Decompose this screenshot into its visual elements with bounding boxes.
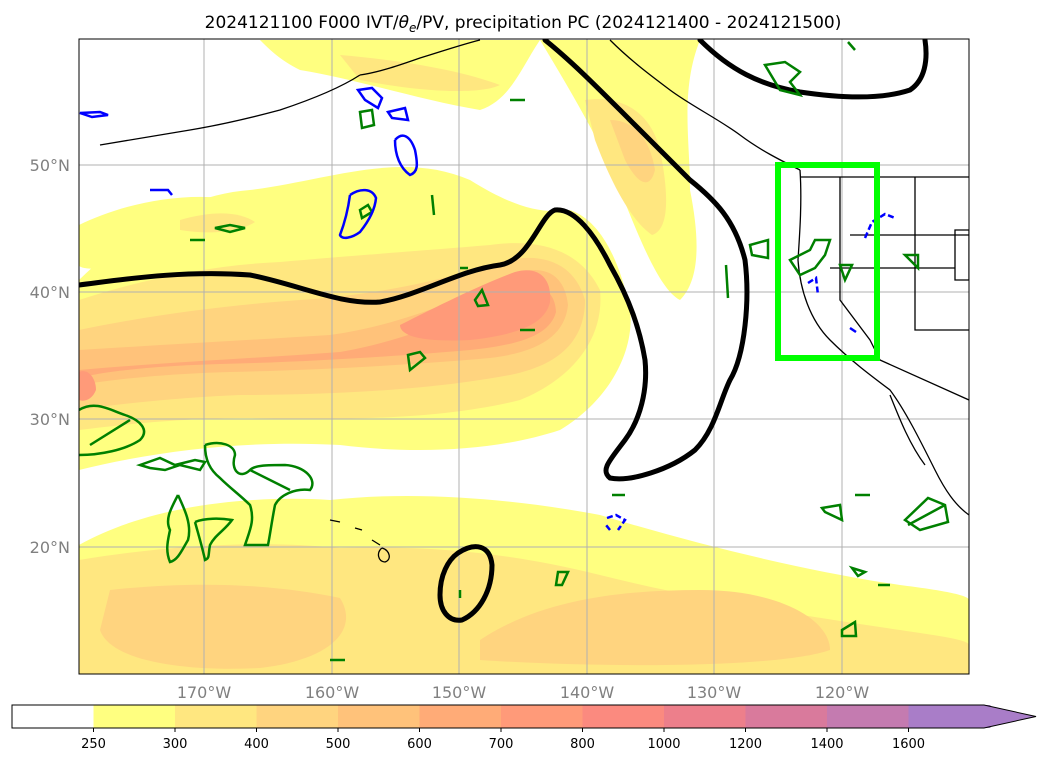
colorbar: 250 300 400 500 600 700 800 1000 1200 1400 1600 — [11, 704, 1037, 752]
colorbar-tick-label: 1000 — [647, 737, 680, 752]
colorbar-extend-arrow — [908, 705, 1036, 728]
colorbar-tick-label: 250 — [81, 737, 106, 752]
theta-e-contours — [79, 41, 950, 662]
ivt-plume-4 — [79, 269, 568, 385]
colorbar-tick-label: 1400 — [810, 737, 843, 752]
lon-labels: 170°W 160°W 150°W 140°W 130°W 120°W — [177, 683, 870, 702]
lat-label-40: 40°N — [30, 283, 70, 302]
lon-label-140w: 140°W — [560, 683, 615, 702]
lon-label-150w: 150°W — [432, 683, 487, 702]
map-panel — [79, 39, 969, 674]
colorbar-tick-label: 600 — [407, 737, 432, 752]
ivt-west-north-2 — [180, 213, 255, 233]
state-border-4 — [879, 359, 969, 401]
pv-contour-north — [697, 39, 929, 100]
baja-coast — [889, 394, 926, 466]
colorbar-segment — [338, 705, 420, 728]
map-frame — [78, 38, 970, 675]
lat-labels: 50°N 40°N 30°N 20°N — [30, 156, 70, 557]
colorbar-outline — [11, 704, 1037, 729]
colorbar-tick-label: 1600 — [892, 737, 925, 752]
pv-contour-loop — [437, 544, 495, 623]
colorbar-segment — [256, 705, 339, 728]
alaska-coast — [359, 39, 481, 76]
colorbar-segment — [827, 705, 909, 728]
pv-contour-main — [79, 39, 750, 482]
lon-label-130w: 130°W — [687, 683, 742, 702]
ivt-band-south-core — [100, 584, 347, 669]
lat-label-20: 20°N — [30, 538, 70, 557]
colorbar-tick-label: 700 — [489, 737, 514, 752]
colorbar-tick-label: 800 — [570, 737, 595, 752]
colorbar-segment — [745, 705, 828, 728]
ivt-band-south-core2 — [480, 590, 830, 666]
colorbar-segment — [12, 705, 94, 728]
ivt-ne-plume-3 — [610, 120, 655, 183]
lon-label-120w: 120°W — [815, 683, 870, 702]
map-title: 2024121100 F000 IVT/θe/PV, precipitation… — [205, 13, 842, 35]
colorbar-segment — [501, 705, 583, 728]
colorbar-segment — [664, 705, 746, 728]
colorbar-segment — [582, 705, 665, 728]
colorbar-tick-label: 1200 — [729, 737, 762, 752]
lon-label-160w: 160°W — [305, 683, 360, 702]
bc-coast — [609, 39, 801, 171]
ivt-plume-6 — [400, 270, 551, 341]
colorbar-tick-label: 500 — [326, 737, 351, 752]
negative-contours — [79, 86, 896, 531]
aleutian-chain — [99, 74, 361, 146]
pv-contours — [79, 39, 929, 623]
state-border-2 — [914, 177, 969, 331]
ivt-north-strip-2 — [340, 55, 500, 92]
lat-label-50: 50°N — [30, 156, 70, 175]
state-border-5 — [954, 229, 969, 281]
colorbar-segment — [93, 705, 176, 728]
colorbar-tick-label: 300 — [163, 737, 188, 752]
colorbar-segment — [175, 705, 257, 728]
lon-label-170w: 170°W — [177, 683, 232, 702]
us-west-coast — [797, 169, 969, 516]
hawaii — [329, 519, 390, 563]
colorbar-segment — [419, 705, 502, 728]
ivt-west-core — [79, 371, 96, 401]
region-highlight-box — [775, 162, 880, 361]
lat-label-30: 30°N — [30, 410, 70, 429]
colorbar-tick-label: 400 — [244, 737, 269, 752]
